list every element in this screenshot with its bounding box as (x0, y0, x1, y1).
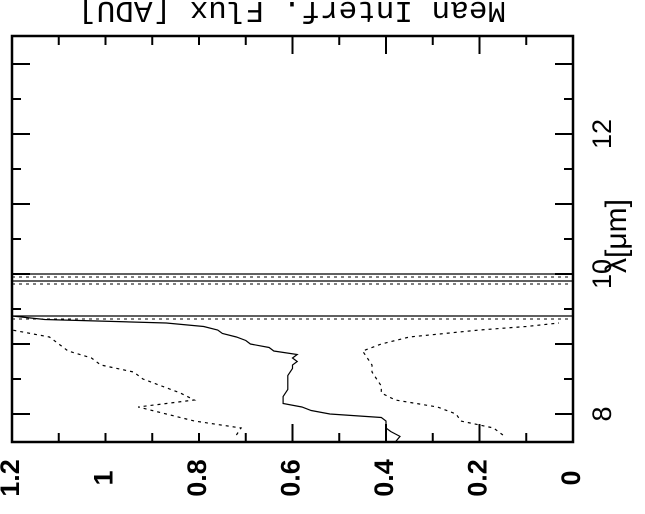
chart-title: Mean Interf. Flux [ADU] (78, 0, 506, 27)
wavelength-tick-label: 12 (587, 119, 617, 149)
series-line-1 (11, 315, 401, 443)
series-line-2 (361, 322, 560, 436)
flux-tick-label: 0.4 (369, 459, 399, 497)
x-axis-label: λ[μm] (600, 199, 633, 273)
flux-tick-label: 0.2 (463, 459, 493, 497)
wavelength-tick-label: 8 (587, 406, 617, 421)
flux-tick-label: 0.6 (276, 459, 306, 497)
series-line-3 (11, 329, 243, 436)
flux-tick-label: 1.2 (0, 459, 25, 497)
plot-frame (10, 34, 575, 444)
flux-tick-label: 0.8 (182, 459, 212, 497)
flux-tick-label: 1 (89, 470, 119, 485)
wavelength-tick-label: 10 (587, 259, 617, 289)
flux-tick-label: 0 (556, 470, 586, 485)
